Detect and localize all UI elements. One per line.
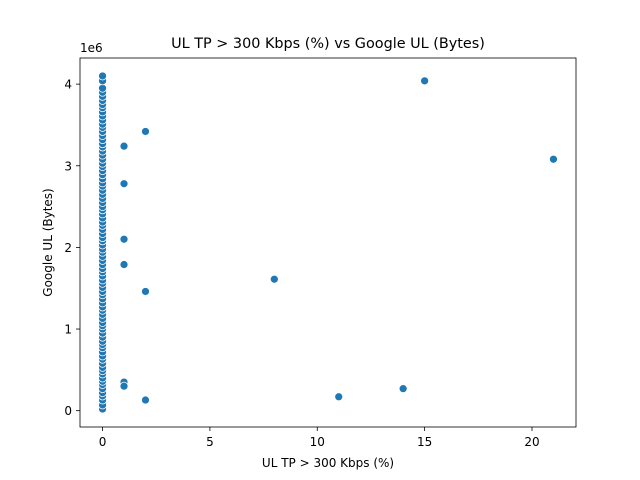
y-axis-ticks: 0 1 2 3 4 [64, 78, 80, 418]
y-tick-label: 0 [64, 404, 72, 418]
y-tick-label: 2 [64, 241, 72, 255]
data-point [98, 71, 107, 81]
x-tick-label: 20 [524, 435, 539, 449]
x-tick-label: 15 [417, 435, 432, 449]
data-point [119, 260, 129, 269]
data-point [141, 127, 150, 136]
y-tick-label: 4 [64, 78, 72, 92]
data-point [141, 395, 150, 405]
data-point [334, 392, 344, 402]
data-point [119, 141, 129, 151]
data-point [98, 83, 107, 93]
y-axis-label: Google UL (Bytes) [41, 188, 55, 296]
x-tick-label: 0 [99, 435, 107, 449]
data-point [119, 179, 129, 189]
chart-title: UL TP > 300 Kbps (%) vs Google UL (Bytes… [171, 36, 485, 52]
data-point [119, 234, 129, 244]
x-tick-label: 5 [206, 435, 214, 449]
y-axis-offset-label: 1e6 [80, 41, 103, 55]
plot-area-frame [79, 57, 577, 428]
y-tick-label: 3 [64, 159, 72, 173]
data-point [269, 274, 279, 284]
data-point [420, 76, 429, 86]
data-point [119, 381, 129, 391]
x-axis-ticks: 0 5 10 15 20 [99, 427, 540, 449]
data-point [549, 154, 558, 164]
data-point [398, 384, 408, 394]
y-tick-label: 1 [64, 323, 72, 337]
data-points [98, 71, 558, 414]
data-point [141, 287, 150, 296]
x-axis-label: UL TP > 300 Kbps (%) [262, 456, 394, 470]
x-tick-label: 10 [310, 435, 325, 449]
